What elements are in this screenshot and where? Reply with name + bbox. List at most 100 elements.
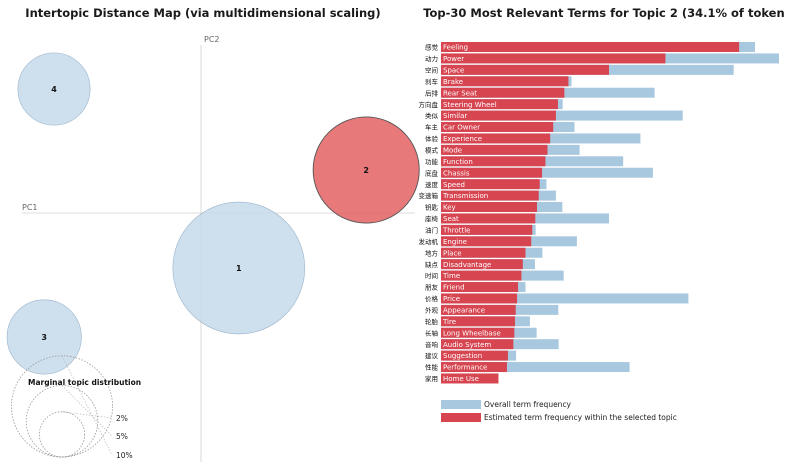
term-en-5: Steering Wheel [443,101,497,109]
term-cn-11: 底盘 [425,168,439,177]
size-legend-label-0: 2% [116,414,128,423]
term-en-7: Car Owner [443,124,480,132]
topic-bar-1[interactable] [441,53,666,64]
topic-bar-9[interactable] [441,144,548,155]
topic-bar-25[interactable] [441,327,515,338]
term-cn-28: 性能 [425,363,439,372]
size-legend-circle-0 [38,411,86,458]
topic-bar-2[interactable] [441,64,609,75]
legend-label-overall: Overall term frequency [484,400,572,409]
topic-bar-27[interactable] [441,350,508,361]
topic-label-2: 2 [363,166,369,175]
term-en-23: Appearance [443,306,485,314]
term-cn-21: 朋友 [425,283,439,292]
topic-bar-16[interactable] [441,224,533,235]
term-en-26: Audio System [443,341,491,349]
topic-bubble-2[interactable] [312,116,420,224]
term-cn-7: 车主 [425,123,439,132]
size-legend-label-2: 10% [116,451,133,460]
term-en-29: Home Use [443,375,479,383]
term-en-13: Transmission [442,192,488,200]
topic-bar-15[interactable] [441,213,536,224]
overall-bar-28[interactable] [441,362,630,373]
term-cn-26: 音响 [425,340,439,349]
term-en-8: Experience [443,135,482,143]
term-cn-18: 地方 [425,248,439,257]
term-en-21: Friend [443,284,465,292]
topic-label-3: 3 [41,333,47,342]
topic-bar-5[interactable] [441,99,558,110]
term-cn-9: 模式 [425,145,439,154]
term-en-9: Mode [443,146,462,154]
topic-bar-12[interactable] [441,179,540,190]
topic-bubble-1[interactable] [172,201,306,335]
term-cn-5: 方向盘 [419,100,439,109]
topic-bar-7[interactable] [441,122,554,133]
topic-bar-17[interactable] [441,236,532,247]
topic-bar-11[interactable] [441,167,543,178]
term-en-12: Speed [443,181,465,189]
topic-bar-10[interactable] [441,156,546,167]
topic-bar-4[interactable] [441,87,565,98]
right-chart-title: Top-30 Most Relevant Terms for Topic 2 (… [423,6,785,20]
topic-bar-21[interactable] [441,282,519,293]
term-cn-4: 后排 [425,88,439,97]
term-en-18: Place [443,249,462,257]
term-cn-15: 座椅 [425,214,439,223]
size-legend-circle-2 [11,355,113,458]
term-cn-22: 价格 [425,294,439,303]
topic-bar-23[interactable] [441,304,516,315]
topic-bar-18[interactable] [441,247,526,258]
size-legend-title: Marginal topic distribution [28,378,141,387]
left-chart-title: Intertopic Distance Map (via multidimens… [25,6,380,20]
size-legend-leader-2 [61,355,113,456]
term-en-27: Suggestion [443,352,482,360]
topic-bubble-4[interactable] [17,52,91,126]
overall-bar-22[interactable] [441,293,689,304]
overall-bar-6[interactable] [441,110,683,121]
term-cn-12: 速度 [425,180,439,189]
term-cn-8: 体验 [425,134,439,143]
topic-bar-0[interactable] [441,42,740,52]
term-cn-16: 油门 [425,225,438,234]
term-en-24: Tire [442,318,456,326]
overall-bar-11[interactable] [441,167,653,178]
term-cn-6: 类似 [425,111,439,120]
legend-swatch-overall [441,400,481,409]
topic-bar-29[interactable] [441,373,499,384]
topic-bar-24[interactable] [441,316,516,327]
term-cn-3: 刹车 [425,77,439,86]
term-cn-1: 动力 [425,54,438,63]
term-en-0: Feeling [443,44,468,52]
topic-bar-3[interactable] [441,76,569,87]
topic-bar-20[interactable] [441,270,522,281]
term-en-20: Time [442,272,460,280]
term-en-19: Disadvantage [443,261,491,269]
legend-swatch-topic[interactable] [441,413,481,422]
topic-bar-8[interactable] [441,133,551,144]
topic-bar-22[interactable] [441,293,518,304]
term-cn-29: 家用 [425,374,438,383]
term-cn-17: 发动机 [419,237,439,246]
term-en-14: Key [443,204,456,212]
topic-bar-13[interactable] [441,190,539,201]
term-cn-24: 轮胎 [425,317,439,326]
topic-bar-28[interactable] [441,362,507,373]
term-cn-13: 变速箱 [419,191,439,200]
term-en-6: Similar [443,112,467,120]
topic-bar-14[interactable] [441,202,537,213]
term-cn-10: 功能 [425,157,439,166]
topic-label-1: 1 [236,264,242,273]
topic-bubble-3[interactable] [6,299,82,375]
size-legend-leader-0 [61,411,113,419]
term-cn-19: 缺点 [425,260,439,269]
size-legend-circle-1 [25,385,99,458]
term-cn-27: 建议 [425,351,439,360]
term-en-22: Price [443,295,460,303]
topic-bar-19[interactable] [441,259,523,270]
topic-bar-26[interactable] [441,339,514,350]
term-en-16: Throttle [442,226,470,234]
size-legend-leader-1 [61,385,113,437]
topic-label-4: 4 [51,85,57,94]
topic-bar-6[interactable] [441,110,556,121]
